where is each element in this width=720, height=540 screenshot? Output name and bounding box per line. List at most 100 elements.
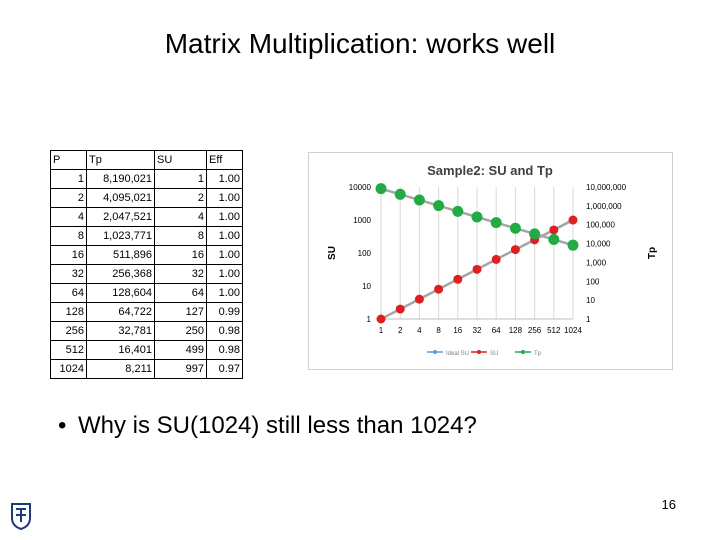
y-right-tick-label: 1,000,000 bbox=[586, 202, 622, 211]
tp-cell: 32,781 bbox=[86, 321, 155, 341]
table-row: 64 128,604 64 1.00 bbox=[50, 283, 243, 303]
y-left-tick-label: 10 bbox=[362, 282, 371, 291]
table-row: 1024 8,211 997 0.97 bbox=[50, 359, 243, 379]
p-cell: 1 bbox=[50, 169, 87, 189]
x-tick-label: 2 bbox=[398, 326, 403, 335]
y-right-tick-label: 1,000 bbox=[586, 258, 607, 267]
technion-logo-icon bbox=[11, 503, 31, 530]
y-left-tick-label: 10000 bbox=[349, 183, 372, 192]
x-tick-label: 256 bbox=[528, 326, 542, 335]
header-tp: Tp bbox=[86, 150, 155, 170]
y-left-axis-label: SU bbox=[327, 246, 338, 260]
tp-cell: 511,896 bbox=[86, 245, 155, 265]
bullet-text: Why is SU(1024) still less than 1024? bbox=[78, 412, 477, 439]
table-row: 1 8,190,021 1 1.00 bbox=[50, 169, 243, 189]
eff-cell: 0.98 bbox=[206, 321, 243, 341]
y-right-tick-label: 100,000 bbox=[586, 221, 615, 230]
data-point-su bbox=[414, 294, 424, 304]
y-right-tick-label: 10,000,000 bbox=[586, 183, 627, 192]
tp-cell: 128,604 bbox=[86, 283, 155, 303]
chart-title: Sample2: SU and Tp bbox=[427, 163, 553, 178]
slide-title: Matrix Multiplication: works well bbox=[164, 28, 556, 59]
table-header-row: P Tp SU Eff bbox=[50, 150, 243, 170]
eff-cell: 1.00 bbox=[206, 245, 243, 265]
table-row: 256 32,781 250 0.98 bbox=[50, 321, 243, 341]
data-point-tp bbox=[567, 239, 579, 251]
eff-cell: 0.99 bbox=[206, 302, 243, 322]
p-cell: 32 bbox=[50, 264, 87, 284]
data-point-tp bbox=[548, 234, 560, 246]
x-tick-label: 1 bbox=[379, 326, 384, 335]
tp-cell: 8,211 bbox=[86, 359, 155, 379]
y-right-tick-label: 1 bbox=[586, 315, 591, 324]
y-right-tick-label: 10 bbox=[586, 296, 595, 305]
data-point-tp bbox=[509, 222, 521, 234]
data-point-tp bbox=[413, 194, 425, 206]
legend-marker bbox=[477, 350, 481, 354]
tp-cell: 2,047,521 bbox=[86, 207, 155, 227]
legend-label: Ideal SU bbox=[446, 351, 469, 357]
data-point-su bbox=[395, 304, 405, 314]
y-right-axis-label: Tp bbox=[647, 247, 658, 259]
su-cell: 997 bbox=[154, 359, 207, 379]
eff-cell: 1.00 bbox=[206, 264, 243, 284]
data-point-tp bbox=[375, 183, 387, 195]
x-tick-label: 1024 bbox=[564, 326, 582, 335]
data-point-su bbox=[549, 225, 559, 235]
chart-panel: Sample2: SU and Tp 1 10 100 1000 10000 1 10 100 1… bbox=[308, 152, 673, 370]
table-row: 4 2,047,521 4 1.00 bbox=[50, 207, 243, 227]
tp-cell: 64,722 bbox=[86, 302, 155, 322]
data-point-su bbox=[376, 314, 386, 324]
bullet-dot: • bbox=[58, 412, 67, 439]
header-p: P bbox=[50, 150, 87, 170]
p-cell: 1024 bbox=[50, 359, 87, 379]
table-row: 16 511,896 16 1.00 bbox=[50, 245, 243, 265]
table-row: 8 1,023,771 8 1.00 bbox=[50, 226, 243, 246]
eff-cell: 1.00 bbox=[206, 188, 243, 208]
data-point-su bbox=[568, 215, 578, 225]
su-cell: 250 bbox=[154, 321, 207, 341]
eff-cell: 1.00 bbox=[206, 283, 243, 303]
data-point-su bbox=[510, 245, 520, 255]
data-point-tp bbox=[452, 205, 464, 217]
y-left-tick-label: 1000 bbox=[353, 216, 371, 225]
su-cell: 127 bbox=[154, 302, 207, 322]
p-cell: 128 bbox=[50, 302, 87, 322]
y-left-tick-label: 1 bbox=[367, 315, 372, 324]
su-cell: 4 bbox=[154, 207, 207, 227]
tp-cell: 4,095,021 bbox=[86, 188, 155, 208]
x-tick-label: 64 bbox=[492, 326, 501, 335]
tp-cell: 1,023,771 bbox=[86, 226, 155, 246]
legend-label: Tp bbox=[534, 351, 542, 357]
data-point-su bbox=[491, 254, 501, 264]
su-cell: 8 bbox=[154, 226, 207, 246]
tp-cell: 16,401 bbox=[86, 340, 155, 360]
p-cell: 64 bbox=[50, 283, 87, 303]
tp-cell: 8,190,021 bbox=[86, 169, 155, 189]
tp-cell: 256,368 bbox=[86, 264, 155, 284]
results-table: P Tp SU Eff 1 8,190,021 1 1.00 2 4,095,021 2 1.… bbox=[50, 150, 243, 379]
eff-cell: 1.00 bbox=[206, 226, 243, 246]
su-cell: 32 bbox=[154, 264, 207, 284]
data-point-tp bbox=[490, 217, 502, 229]
header-su: SU bbox=[154, 150, 207, 170]
su-cell: 1 bbox=[154, 169, 207, 189]
su-cell: 64 bbox=[154, 283, 207, 303]
table-row: 128 64,722 127 0.99 bbox=[50, 302, 243, 322]
page-number: 16 bbox=[661, 497, 676, 512]
p-cell: 256 bbox=[50, 321, 87, 341]
data-point-tp bbox=[433, 200, 445, 212]
x-tick-label: 128 bbox=[509, 326, 523, 335]
table-row: 512 16,401 499 0.98 bbox=[50, 340, 243, 360]
su-cell: 499 bbox=[154, 340, 207, 360]
data-point-su bbox=[472, 264, 482, 274]
data-point-tp bbox=[471, 211, 483, 223]
table-row: 2 4,095,021 2 1.00 bbox=[50, 188, 243, 208]
p-cell: 4 bbox=[50, 207, 87, 227]
p-cell: 8 bbox=[50, 226, 87, 246]
bullet-point: • Why is SU(1024) still less than 1024? bbox=[58, 412, 477, 440]
x-tick-label: 32 bbox=[473, 326, 482, 335]
eff-cell: 0.97 bbox=[206, 359, 243, 379]
y-left-tick-label: 100 bbox=[358, 249, 372, 258]
su-cell: 16 bbox=[154, 245, 207, 265]
